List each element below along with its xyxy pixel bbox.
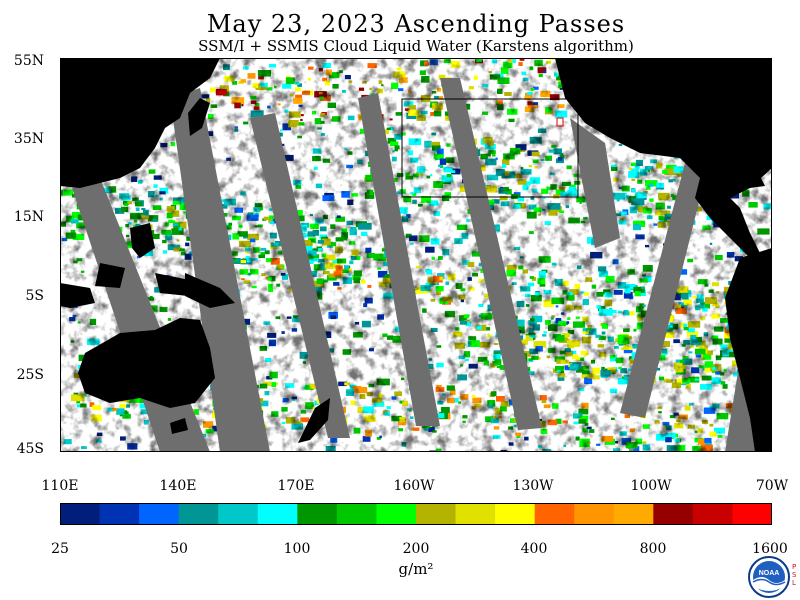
- land-mass: [130, 223, 155, 258]
- colorbar-label-25: 25: [51, 541, 69, 557]
- land-mass: [695, 178, 760, 258]
- land-mass: [740, 176, 765, 188]
- land-mass: [155, 273, 190, 296]
- lon-label-100w: 100W: [630, 478, 672, 494]
- cloud-water-map: [60, 58, 772, 452]
- colorbar-cell: [455, 503, 496, 525]
- lon-label-130w: 130W: [512, 478, 554, 494]
- lat-label-45s: 45S: [16, 441, 44, 457]
- land-mass: [95, 263, 125, 288]
- colorbar-cell: [613, 503, 654, 525]
- lat-label-35n: 35N: [13, 131, 44, 147]
- colorbar-cell: [60, 503, 101, 525]
- lon-label-170e: 170E: [277, 478, 315, 494]
- red-marker: [556, 117, 564, 127]
- colorbar-cell: [653, 503, 694, 525]
- colorbar-cell: [534, 503, 575, 525]
- lon-label-140e: 140E: [159, 478, 197, 494]
- colorbar-cell: [218, 503, 259, 525]
- colorbar-cell: [336, 503, 378, 525]
- map-title: May 23, 2023 Ascending Passes: [206, 10, 626, 38]
- colorbar-cell: [732, 503, 772, 525]
- colorbar-cell: [376, 503, 417, 525]
- land-mass: [725, 248, 772, 452]
- land-mass: [188, 98, 210, 136]
- land-mass: [60, 283, 95, 308]
- colorbar-cell: [416, 503, 457, 525]
- colorbar-cell: [297, 503, 338, 525]
- colorbar-label-100: 100: [283, 541, 311, 557]
- region-box: [401, 98, 579, 198]
- colorbar-label-200: 200: [402, 541, 430, 557]
- colorbar-label-1600: 1600: [752, 541, 788, 557]
- land-mass: [78, 318, 215, 408]
- lon-label-70w: 70W: [755, 478, 789, 494]
- land-mass: [170, 418, 188, 434]
- lat-label-55n: 55N: [13, 53, 44, 69]
- lat-label-5s: 5S: [25, 288, 45, 304]
- land-mass: [185, 273, 235, 308]
- missing-data-swath: [250, 113, 350, 438]
- land-mass: [60, 58, 220, 188]
- colorbar-cell: [692, 503, 734, 525]
- colorbar-label-50: 50: [170, 541, 188, 557]
- noaa-logo: NOAA: [748, 556, 790, 598]
- colorbar-cell: [99, 503, 140, 525]
- colorbar-units: g/m²: [398, 560, 434, 578]
- lon-label-160w: 160W: [393, 478, 435, 494]
- svg-text:NOAA: NOAA: [759, 570, 780, 577]
- land-masses: [60, 58, 772, 452]
- colorbar-cell: [139, 503, 180, 525]
- color-scale-bar: [60, 503, 772, 525]
- map-subtitle: SSM/I + SSMIS Cloud Liquid Water (Karste…: [198, 37, 634, 55]
- colorbar-cell: [257, 503, 298, 525]
- colorbar-label-800: 800: [639, 541, 667, 557]
- colorbar-cell: [178, 503, 219, 525]
- missing-data-swath: [170, 88, 270, 452]
- lat-label-15n: 15N: [13, 209, 44, 225]
- missing-data-swath: [440, 78, 542, 430]
- missing-data-swath: [570, 118, 620, 248]
- land-mass: [298, 398, 330, 443]
- land-mass: [555, 58, 772, 198]
- colorbar-cell: [574, 503, 615, 525]
- lat-label-25s: 25S: [16, 367, 44, 383]
- colorbar-cell: [495, 503, 536, 525]
- colorbar-label-400: 400: [520, 541, 548, 557]
- missing-data-swath: [620, 158, 710, 418]
- lon-label-110e: 110E: [41, 478, 79, 494]
- missing-data-swath: [358, 93, 440, 426]
